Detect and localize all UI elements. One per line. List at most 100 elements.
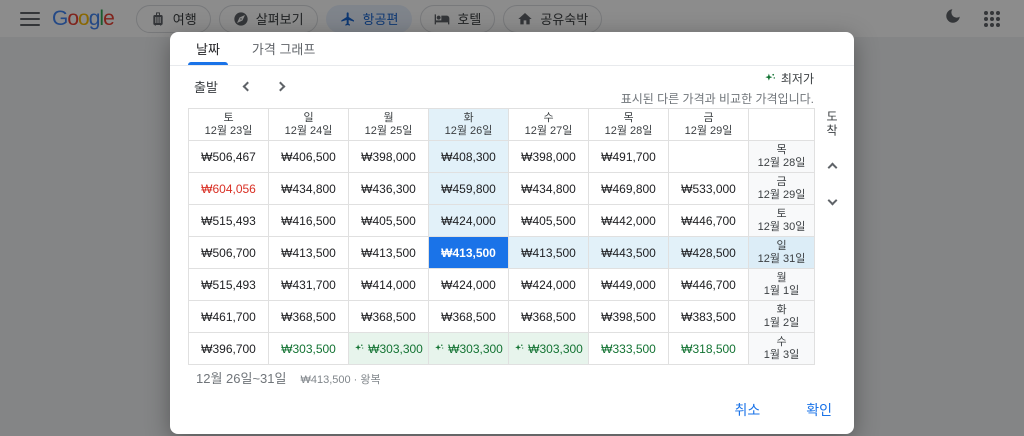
- arrival-row-header: 월 1월 1일: [749, 269, 815, 301]
- summary-dates: 12월 26일~31일: [196, 371, 287, 386]
- price-cell[interactable]: ₩368,500: [509, 301, 589, 333]
- departure-col-header: 월 12월 25일: [349, 109, 429, 141]
- nav-pill-label: 여행: [172, 12, 197, 27]
- arrival-row-header: 화 1월 2일: [749, 301, 815, 333]
- departure-controls: 출발: [194, 72, 286, 100]
- flight-icon: [340, 11, 354, 26]
- tab-price-graph[interactable]: 가격 그래프: [251, 42, 316, 57]
- price-cell[interactable]: ₩434,800: [509, 173, 589, 205]
- house-icon: [518, 12, 533, 24]
- price-date-grid: 토 12월 23일 일 12월 24일 월 12월 25일 화 12월 26일 수 12월 27일…: [188, 108, 815, 365]
- price-cell[interactable]: ₩515,493: [189, 205, 269, 237]
- price-cell[interactable]: ₩368,500: [429, 301, 509, 333]
- topbar: Google 여행 살펴보기 항공편 호텔 공유숙박: [0, 0, 1024, 37]
- lowest-price-sparkle-icon: [515, 344, 524, 351]
- price-cell[interactable]: ₩424,000: [429, 269, 509, 301]
- prev-week-chevron-icon[interactable]: [242, 81, 253, 91]
- price-cell[interactable]: ₩461,700: [189, 301, 269, 333]
- price-cell[interactable]: ₩413,500: [429, 237, 509, 269]
- price-cell[interactable]: ₩398,000: [509, 141, 589, 173]
- price-cell[interactable]: ₩491,700: [589, 141, 669, 173]
- google-apps-icon[interactable]: [984, 10, 1000, 27]
- price-cell[interactable]: ₩424,000: [509, 269, 589, 301]
- price-cell[interactable]: ₩303,300: [509, 333, 589, 365]
- price-cell[interactable]: ₩303,300: [429, 333, 509, 365]
- price-cell[interactable]: ₩413,500: [349, 237, 429, 269]
- nav-pill-hotels[interactable]: 호텔: [420, 4, 496, 33]
- arrival-axis: 도착: [820, 110, 844, 206]
- price-cell[interactable]: ₩428,500: [669, 237, 749, 269]
- explore-icon: [234, 11, 248, 26]
- scroll-up-chevron-icon[interactable]: [827, 162, 837, 173]
- price-cell[interactable]: ₩434,800: [269, 173, 349, 205]
- topbar-right: [944, 7, 1010, 30]
- nav-pill-flights[interactable]: 항공편: [325, 4, 413, 33]
- price-cell[interactable]: ₩416,500: [269, 205, 349, 237]
- tab-dates[interactable]: 날짜: [180, 32, 236, 65]
- price-cell[interactable]: ₩414,000: [349, 269, 429, 301]
- price-cell[interactable]: ₩333,500: [589, 333, 669, 365]
- price-cell[interactable]: ₩446,700: [669, 205, 749, 237]
- menu-icon[interactable]: [20, 11, 40, 26]
- price-cell[interactable]: ₩424,000: [429, 205, 509, 237]
- confirm-button[interactable]: 확인: [806, 402, 832, 418]
- dialog-tabs: 날짜 가격 그래프: [170, 32, 854, 66]
- price-cell[interactable]: ₩318,500: [669, 333, 749, 365]
- nav-pill-label: 공유숙박: [540, 12, 589, 27]
- price-cell[interactable]: ₩446,700: [669, 269, 749, 301]
- cancel-button[interactable]: 취소: [734, 402, 761, 418]
- travel-nav: 여행 살펴보기 항공편 호텔 공유숙박: [135, 4, 603, 33]
- price-cell[interactable]: ₩533,000: [669, 173, 749, 205]
- selection-summary: 12월 26일~31일 ₩413,500 · 왕복: [196, 368, 381, 387]
- lowest-price-sparkle-icon: [435, 344, 444, 351]
- departure-col-header: 화 12월 26일: [429, 109, 509, 141]
- next-week-chevron-icon[interactable]: [275, 81, 286, 91]
- legend-subtitle: 표시된 다른 가격과 비교한 가격입니다.: [620, 92, 814, 106]
- arrival-row-header: 수 1월 3일: [749, 333, 815, 365]
- nav-pill-label: 살펴보기: [255, 12, 304, 27]
- price-cell[interactable]: ₩398,000: [349, 141, 429, 173]
- date-grid-dialog: 날짜 가격 그래프 출발 최저가 표시된 다른 가격과 비교한 가격입니다. 토…: [170, 32, 854, 434]
- google-logo[interactable]: Google: [52, 6, 115, 30]
- price-cell[interactable]: ₩405,500: [349, 205, 429, 237]
- price-cell[interactable]: ₩303,300: [349, 333, 429, 365]
- price-cell[interactable]: ₩506,467: [189, 141, 269, 173]
- price-cell[interactable]: ₩368,500: [269, 301, 349, 333]
- price-cell[interactable]: ₩515,493: [189, 269, 269, 301]
- price-cell[interactable]: ₩506,700: [189, 237, 269, 269]
- scroll-down-chevron-icon[interactable]: [827, 195, 837, 206]
- price-cell[interactable]: ₩405,500: [509, 205, 589, 237]
- price-cell[interactable]: ₩449,000: [589, 269, 669, 301]
- departure-label: 출발: [194, 79, 218, 95]
- nav-pill-vacation-rentals[interactable]: 공유숙박: [503, 4, 603, 33]
- price-cell: [669, 141, 749, 173]
- price-cell[interactable]: ₩406,500: [269, 141, 349, 173]
- price-cell[interactable]: ₩398,500: [589, 301, 669, 333]
- price-cell[interactable]: ₩413,500: [269, 237, 349, 269]
- price-cell[interactable]: ₩436,300: [349, 173, 429, 205]
- price-cell[interactable]: ₩368,500: [349, 301, 429, 333]
- grid-corner-cell: [749, 109, 815, 141]
- price-cell[interactable]: ₩604,056: [189, 173, 269, 205]
- price-cell[interactable]: ₩459,800: [429, 173, 509, 205]
- price-cell[interactable]: ₩383,500: [669, 301, 749, 333]
- price-cell[interactable]: ₩442,000: [589, 205, 669, 237]
- price-cell[interactable]: ₩443,500: [589, 237, 669, 269]
- departure-col-header: 토 12월 23일: [189, 109, 269, 141]
- arrival-row-header: 금 12월 29일: [749, 173, 815, 205]
- price-cell[interactable]: ₩396,700: [189, 333, 269, 365]
- luggage-icon: [153, 11, 163, 26]
- departure-col-header: 수 12월 27일: [509, 109, 589, 141]
- price-cell[interactable]: ₩413,500: [509, 237, 589, 269]
- nav-pill-travel[interactable]: 여행: [135, 4, 211, 33]
- departure-col-header: 일 12월 24일: [269, 109, 349, 141]
- lowest-price-sparkle-icon: [765, 73, 775, 81]
- dark-mode-moon-icon[interactable]: [944, 7, 962, 30]
- price-cell[interactable]: ₩303,500: [269, 333, 349, 365]
- departure-col-header: 금 12월 29일: [669, 109, 749, 141]
- arrival-row-header: 일 12월 31일: [749, 237, 815, 269]
- nav-pill-explore[interactable]: 살펴보기: [218, 4, 318, 33]
- price-cell[interactable]: ₩408,300: [429, 141, 509, 173]
- price-cell[interactable]: ₩431,700: [269, 269, 349, 301]
- price-cell[interactable]: ₩469,800: [589, 173, 669, 205]
